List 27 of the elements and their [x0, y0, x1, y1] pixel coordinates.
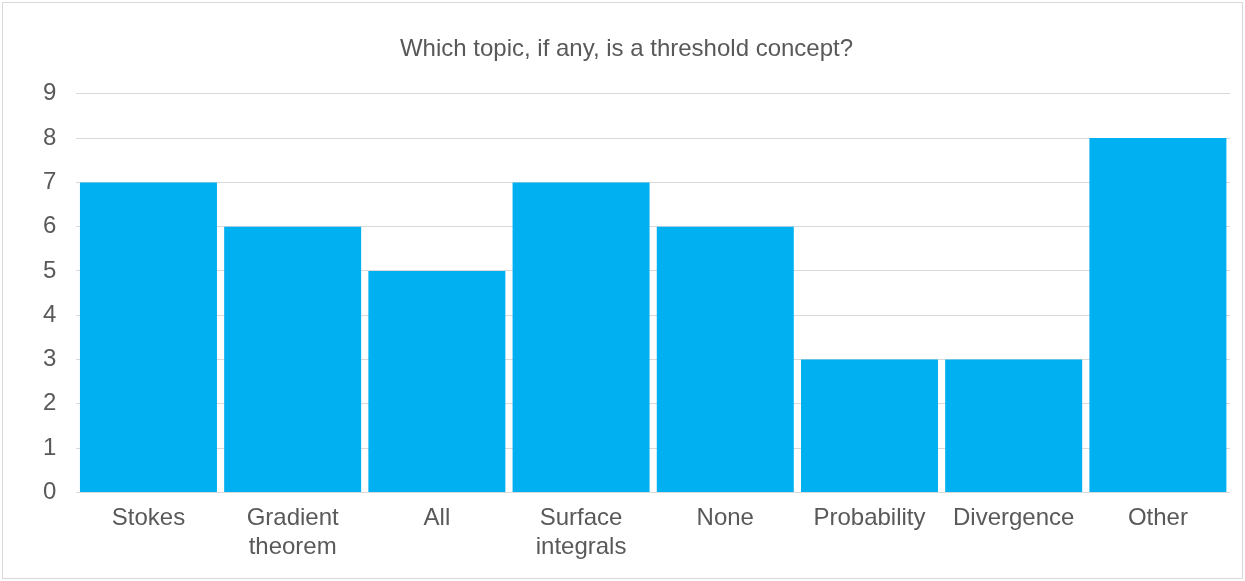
bar: [512, 182, 650, 492]
x-tick-label: All: [423, 503, 451, 531]
bar: [1089, 138, 1227, 492]
y-tick-label: 8: [42, 122, 57, 150]
y-tick-label: 7: [42, 167, 57, 194]
x-tick-label: Probability: [813, 503, 926, 531]
x-tick-label: Surface integrals: [535, 503, 627, 560]
x-tick-label: Stokes: [111, 503, 186, 531]
bar: [224, 226, 362, 492]
y-tick-label: 1: [42, 432, 57, 460]
y-tick-label: 9: [42, 78, 57, 106]
bar: [79, 182, 217, 492]
y-tick-label: 4: [42, 299, 57, 327]
chart-title: Which topic, if any, is a threshold concept?: [399, 34, 854, 62]
bar: [800, 359, 938, 492]
bar: [368, 270, 506, 492]
x-tick-label: Gradient theorem: [246, 503, 340, 560]
x-tick-label: Divergence: [952, 503, 1075, 531]
y-tick-label: 5: [42, 255, 57, 283]
y-tick-label: 0: [42, 477, 57, 505]
y-tick-label: 2: [42, 388, 57, 416]
y-tick-label: 3: [42, 344, 57, 372]
bar: [945, 359, 1083, 492]
x-tick-label: Other: [1127, 503, 1188, 531]
y-tick-label: 6: [42, 211, 57, 239]
bar: [656, 226, 794, 492]
x-tick-label: None: [696, 503, 754, 531]
